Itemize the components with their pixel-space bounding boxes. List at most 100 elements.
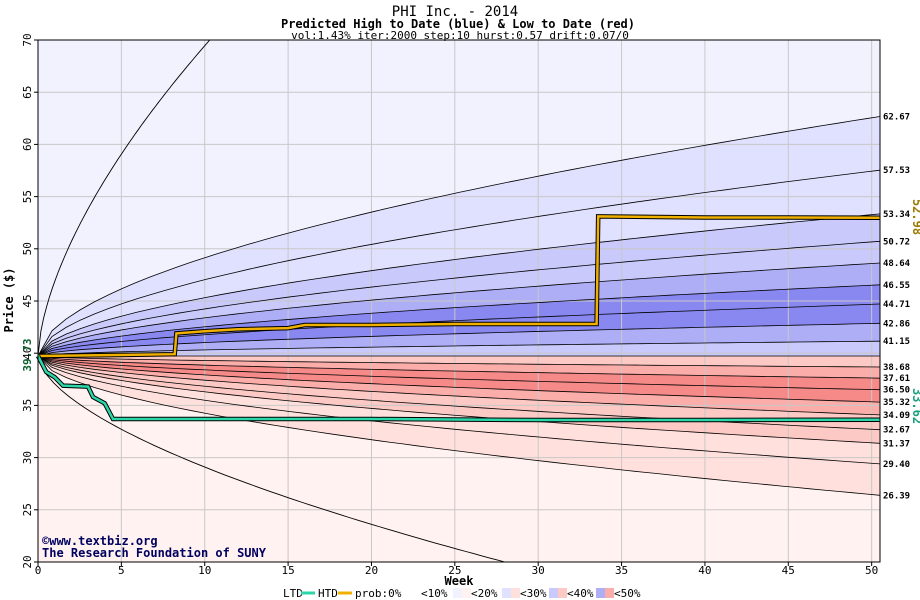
x-tick-label-0: 0 — [35, 564, 42, 577]
lower-extreme-curve — [37, 355, 506, 563]
legend-band-10-label: <10% — [421, 587, 448, 600]
lower-band-5 — [38, 356, 880, 430]
upper-band-8 — [38, 341, 880, 356]
quantile-line-12 — [37, 355, 881, 403]
y-tick-label-65: 65 — [21, 86, 34, 99]
ltd-series-line — [36, 355, 881, 422]
quantile-label-8: 41.15 — [883, 337, 910, 347]
x-tick-label-50: 50 — [865, 564, 878, 577]
quantile-label-5: 46.55 — [883, 281, 910, 291]
extreme-curves — [37, 39, 506, 563]
quantile-line-14 — [37, 355, 881, 431]
quantile-label-16: 29.40 — [883, 460, 910, 470]
lower-band-7 — [38, 356, 880, 464]
quantile-label-2: 53.34 — [883, 210, 911, 220]
lower-band-1 — [38, 356, 880, 379]
quantile-label-6: 44.71 — [883, 300, 910, 310]
legend: LTD HTD prob:0% <10% <20% <30% <40% <50% — [283, 587, 641, 600]
quantile-label-15: 31.37 — [883, 439, 910, 449]
quantile-line-15 — [37, 355, 881, 444]
y-tick-label-55: 55 — [21, 190, 34, 203]
quantile-line-1 — [37, 169, 881, 357]
credit-line-2: The Research Foundation of SUNY — [42, 546, 267, 560]
legend-band-30-label: <30% — [520, 587, 547, 600]
legend-band-20-label: <20% — [471, 587, 498, 600]
legend-ltd-label: LTD — [283, 587, 303, 600]
x-tick-label-20: 20 — [365, 564, 378, 577]
quantile-line-17 — [37, 355, 881, 496]
legend-swatch-30-red — [558, 588, 567, 598]
upper-band-0 — [38, 116, 880, 356]
lower-band-3 — [38, 356, 880, 403]
quantile-line-10 — [37, 355, 881, 379]
x-tick-label-30: 30 — [532, 564, 545, 577]
quantile-label-7: 42.86 — [883, 319, 910, 329]
legend-prob-label: prob:0% — [355, 587, 402, 600]
lower-band-4 — [38, 356, 880, 415]
upper-band-7 — [38, 323, 880, 356]
y-tick-label-70: 70 — [21, 33, 34, 46]
chart-title: PHI Inc. - 2014 — [392, 4, 518, 20]
legend-swatch-0 — [403, 588, 421, 598]
upper-band-3 — [38, 241, 880, 356]
y-tick-label-35: 35 — [21, 399, 34, 412]
x-axis-label: Week — [445, 574, 475, 588]
quantile-line-11 — [37, 355, 881, 391]
htd-final-label: 52.98 — [910, 199, 920, 235]
quantile-line-9 — [37, 355, 881, 368]
legend-band-50-label: <50% — [614, 587, 641, 600]
quantile-label-11: 36.50 — [883, 386, 910, 396]
quantile-line-5 — [37, 284, 881, 357]
legend-swatch-20-red — [511, 588, 520, 598]
upper-extreme-curve — [37, 39, 222, 357]
x-tick-label-40: 40 — [698, 564, 711, 577]
quantile-label-14: 32.67 — [883, 426, 910, 436]
quantile-line-2 — [37, 213, 881, 357]
lower-band-2 — [38, 356, 880, 390]
quantile-label-10: 37.61 — [883, 374, 910, 384]
ltd-final-label: 33.62 — [910, 388, 920, 424]
quantile-label-0: 62.67 — [883, 113, 910, 123]
start-price-label: 39.73 — [21, 338, 34, 371]
legend-htd-label: HTD — [318, 587, 338, 600]
quantile-line-0 — [37, 116, 881, 357]
x-tick-label-45: 45 — [782, 564, 795, 577]
y-tick-label-50: 50 — [21, 242, 34, 255]
quantile-label-9: 38.68 — [883, 363, 910, 373]
lower-band-8 — [38, 356, 880, 496]
quantile-line-7 — [37, 322, 881, 357]
x-tick-label-15: 15 — [281, 564, 294, 577]
x-tick-label-25: 25 — [448, 564, 461, 577]
htd-series-line — [37, 215, 881, 358]
quantile-label-13: 34.09 — [883, 411, 910, 421]
chart-params: vol:1.43% iter:2000 step:10 hurst:0.57 d… — [291, 29, 629, 42]
x-tick-label-10: 10 — [198, 564, 211, 577]
lower-band-0 — [38, 356, 880, 367]
quantile-label-3: 50.72 — [883, 237, 910, 247]
quantile-label-12: 35.32 — [883, 398, 910, 408]
legend-swatch-10-blue — [453, 588, 462, 598]
y-tick-label-20: 20 — [21, 555, 34, 568]
legend-swatch-40-blue — [596, 588, 605, 598]
quantile-line-8 — [37, 340, 881, 357]
y-tick-label-40: 40 — [21, 347, 34, 360]
y-axis-label: Price ($) — [2, 267, 16, 332]
quantile-label-4: 48.64 — [883, 259, 911, 269]
upper-band-6 — [38, 304, 880, 356]
y-tick-label-25: 25 — [21, 503, 34, 516]
axis-ticks: 0 5 10 15 20 25 30 35 40 45 50 20 25 30 35 40 45 50 55 60 65… — [21, 33, 878, 577]
quantile-line-16 — [37, 355, 881, 465]
price-series — [36, 214, 881, 423]
quantile-labels: 62.67 57.53 53.34 50.72 48.64 46.55 44.71 42.86… — [883, 113, 911, 502]
quantile-line-4 — [37, 262, 881, 357]
quantile-line-13 — [37, 355, 881, 416]
quantile-label-1: 57.53 — [883, 166, 910, 176]
y-tick-label-60: 60 — [21, 138, 34, 151]
credit-line-1: ©www.textbiz.org — [42, 534, 158, 548]
legend-band-40-label: <40% — [567, 587, 594, 600]
legend-swatch-30-blue — [549, 588, 558, 598]
y-tick-label-45: 45 — [21, 294, 34, 307]
chart-subtitle: Predicted High to Date (blue) & Low to D… — [281, 17, 635, 31]
